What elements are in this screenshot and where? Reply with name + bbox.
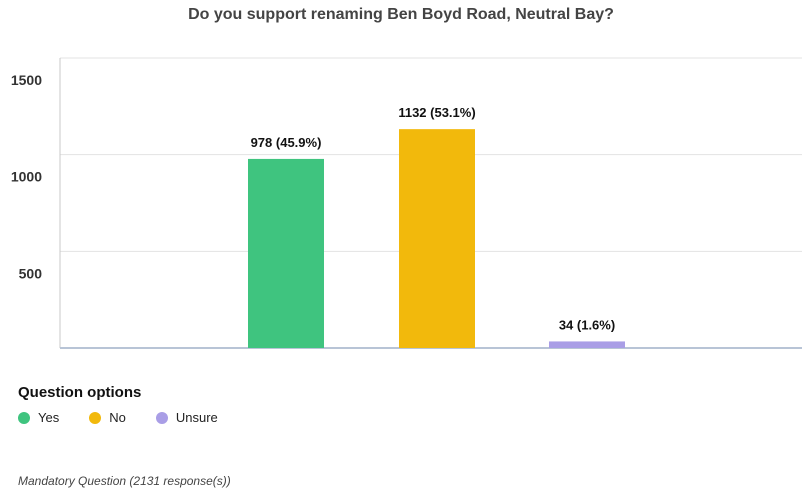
data-label-no: 1132 (53.1%) xyxy=(398,105,475,120)
data-label-unsure: 34 (1.6%) xyxy=(559,317,615,332)
legend-swatch-unsure xyxy=(155,411,168,424)
legend-item-no[interactable]: No xyxy=(89,410,126,425)
bar-yes xyxy=(248,158,324,348)
chart-title: Do you support renaming Ben Boyd Road, N… xyxy=(188,6,614,23)
bar-chart: 500 1000 1500 978 (45.9%) 1132 (53.1%) 34 (1.… xyxy=(11,57,802,349)
legend-item-unsure[interactable]: Unsure xyxy=(155,410,218,425)
response-count-note: Mandatory Question (2131 response(s)) xyxy=(18,474,231,488)
legend-item-yes[interactable]: Yes xyxy=(18,410,59,425)
legend-swatch-no xyxy=(89,411,102,424)
y-tick-label-1000: 1000 xyxy=(11,169,42,185)
legend-label-yes: Yes xyxy=(38,410,60,425)
legend: Yes No Unsure xyxy=(18,410,248,425)
legend-title: Question options xyxy=(18,384,142,401)
y-tick-label-500: 500 xyxy=(19,265,43,281)
data-label-yes: 978 (45.9%) xyxy=(251,135,322,150)
legend-label-unsure: Unsure xyxy=(175,410,218,425)
legend-label-no: No xyxy=(109,410,126,425)
y-tick-label-1500: 1500 xyxy=(11,72,42,88)
bar-no xyxy=(399,129,475,348)
legend-swatch-yes xyxy=(18,411,30,424)
bar-unsure xyxy=(549,341,625,348)
